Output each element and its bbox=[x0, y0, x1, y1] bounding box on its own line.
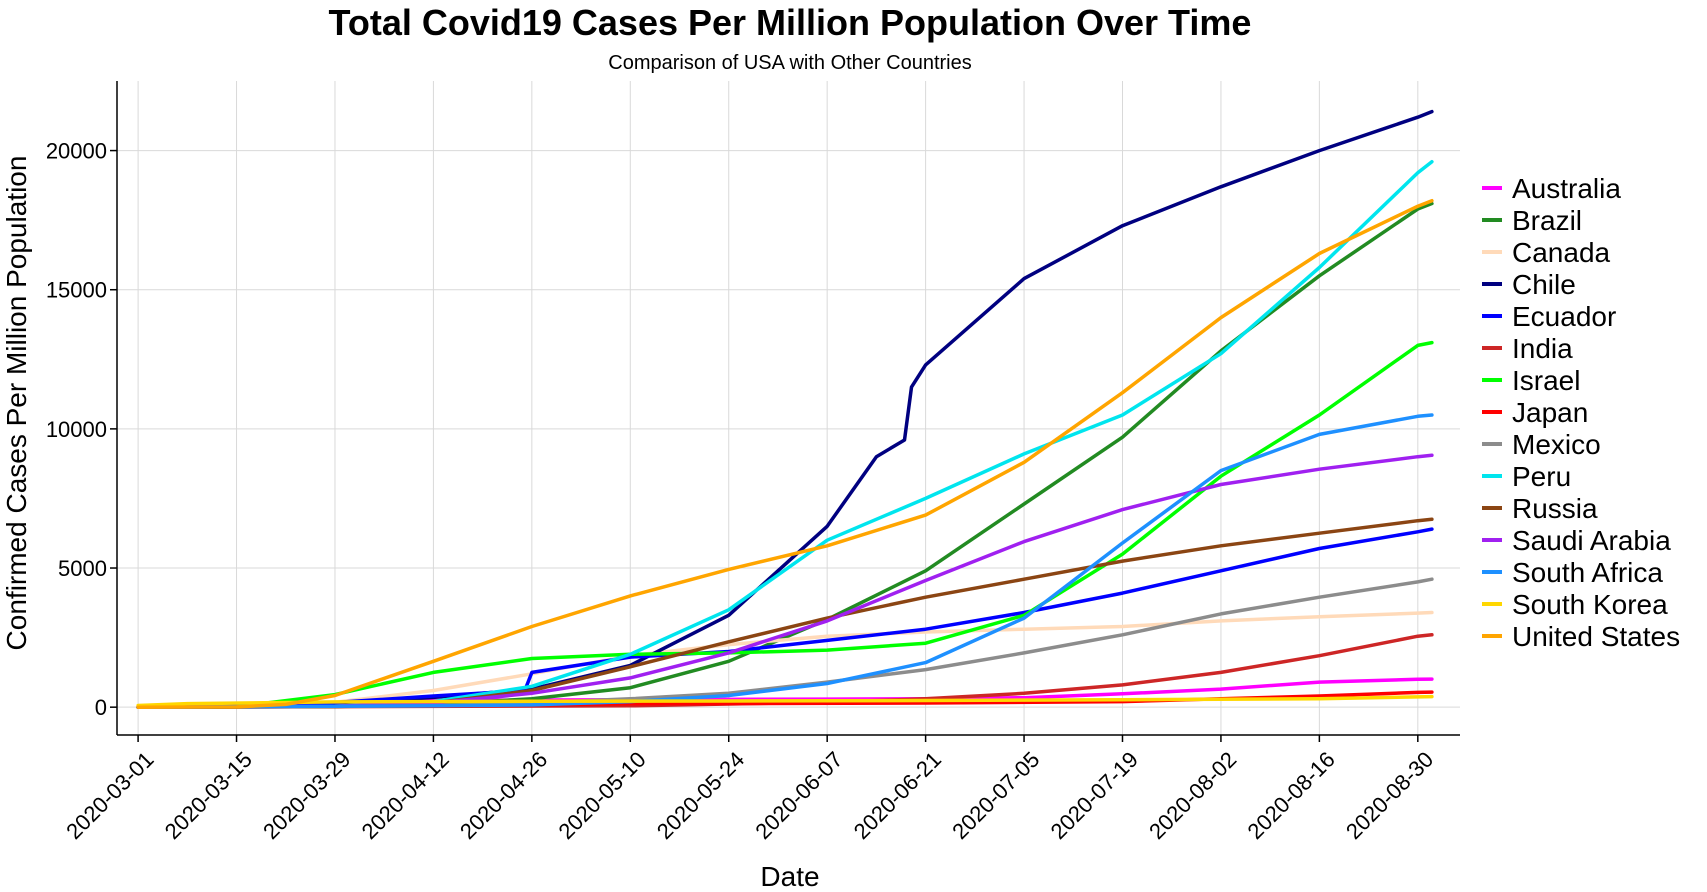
series-line-united-states bbox=[136, 198, 1434, 709]
series-line-south-africa bbox=[136, 413, 1434, 709]
x-tick-label: 2020-06-21 bbox=[849, 747, 946, 844]
x-tick-label: 2020-05-10 bbox=[553, 747, 650, 844]
legend-label-india: India bbox=[1512, 333, 1573, 364]
x-tick-label: 2020-04-12 bbox=[357, 747, 454, 844]
x-axis-ticks: 2020-03-01 2020-03-15 2020-03-29 2020-04-12… bbox=[61, 735, 1438, 844]
legend-label-chile: Chile bbox=[1512, 269, 1576, 300]
y-axis-title: Confirmed Cases Per Million Population bbox=[1, 156, 32, 651]
grid bbox=[117, 81, 1460, 735]
x-tick-label: 2020-03-15 bbox=[160, 747, 257, 844]
x-tick-label: 2020-04-26 bbox=[455, 747, 552, 844]
legend-label-south-africa: South Africa bbox=[1512, 557, 1663, 588]
chart-title: Total Covid19 Cases Per Million Populati… bbox=[329, 2, 1252, 43]
series-line-peru bbox=[136, 159, 1434, 709]
legend-label-mexico: Mexico bbox=[1512, 429, 1601, 460]
legend: AustraliaBrazilCanadaChileEcuadorIndiaIs… bbox=[1482, 173, 1680, 652]
series-line-brazil bbox=[136, 201, 1434, 709]
y-tick-label: 0 bbox=[95, 695, 107, 720]
chart-subtitle: Comparison of USA with Other Countries bbox=[608, 52, 972, 74]
plot-lines bbox=[136, 109, 1434, 709]
y-axis-ticks: 0 5000 10000 15000 20000 bbox=[46, 139, 117, 720]
x-tick-label: 2020-03-29 bbox=[258, 747, 355, 844]
y-tick-label: 10000 bbox=[46, 417, 107, 442]
legend-label-russia: Russia bbox=[1512, 493, 1598, 524]
legend-label-saudi-arabia: Saudi Arabia bbox=[1512, 525, 1671, 556]
y-tick-label: 5000 bbox=[58, 556, 107, 581]
series-line-russia bbox=[136, 517, 1434, 709]
legend-label-brazil: Brazil bbox=[1512, 205, 1582, 236]
x-tick-label: 2020-08-30 bbox=[1341, 747, 1438, 844]
legend-label-japan: Japan bbox=[1512, 397, 1588, 428]
legend-label-israel: Israel bbox=[1512, 365, 1580, 396]
legend-label-australia: Australia bbox=[1512, 173, 1621, 204]
x-tick-label: 2020-08-02 bbox=[1144, 747, 1241, 844]
legend-label-ecuador: Ecuador bbox=[1512, 301, 1616, 332]
legend-label-united-states: United States bbox=[1512, 621, 1680, 652]
x-tick-label: 2020-03-01 bbox=[61, 747, 158, 844]
x-tick-label: 2020-06-07 bbox=[750, 747, 847, 844]
x-tick-label: 2020-08-16 bbox=[1243, 747, 1340, 844]
y-tick-label: 20000 bbox=[46, 139, 107, 164]
series-line-canada bbox=[136, 610, 1434, 709]
y-tick-label: 15000 bbox=[46, 278, 107, 303]
axes bbox=[116, 81, 1460, 736]
series-line-israel bbox=[136, 340, 1434, 709]
x-tick-label: 2020-07-05 bbox=[947, 747, 1044, 844]
x-axis-title: Date bbox=[760, 861, 819, 892]
series-line-chile bbox=[136, 109, 1434, 709]
x-tick-label: 2020-07-19 bbox=[1046, 747, 1143, 844]
legend-label-peru: Peru bbox=[1512, 461, 1571, 492]
legend-label-south-korea: South Korea bbox=[1512, 589, 1668, 620]
x-tick-label: 2020-05-24 bbox=[652, 747, 749, 844]
legend-label-canada: Canada bbox=[1512, 237, 1611, 268]
series-line-ecuador bbox=[136, 527, 1434, 709]
series-line-south-korea bbox=[136, 694, 1434, 708]
